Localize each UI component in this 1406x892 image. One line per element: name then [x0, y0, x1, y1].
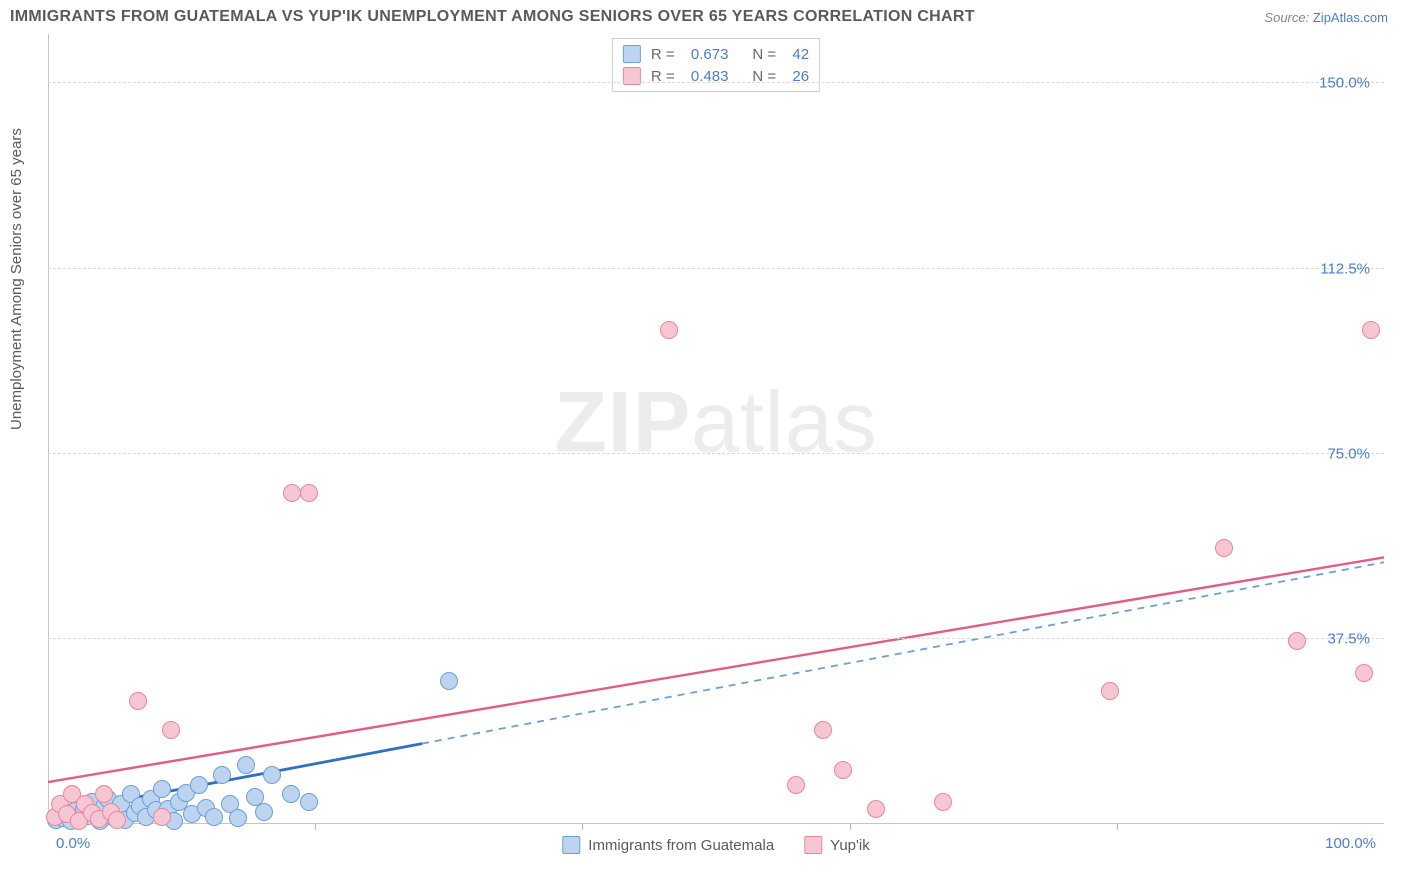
data-point-series-0 — [440, 672, 458, 690]
data-point-series-1 — [1288, 632, 1306, 650]
data-point-series-1 — [834, 761, 852, 779]
swatch-series-0 — [623, 45, 641, 63]
legend-item-1: Yup'ik — [804, 836, 870, 854]
correlation-legend: R = 0.673 N = 42 R = 0.483 N = 26 — [612, 38, 820, 92]
watermark-rest: atlas — [691, 375, 878, 471]
source-link[interactable]: ZipAtlas.com — [1313, 10, 1388, 25]
x-origin-label: 0.0% — [56, 835, 90, 852]
data-point-series-1 — [108, 811, 126, 829]
data-point-series-1 — [867, 800, 885, 818]
y-axis-line — [48, 34, 49, 824]
y-tick-label: 150.0% — [1319, 75, 1370, 92]
r-value-0: 0.673 — [691, 46, 729, 63]
x-tick — [315, 824, 316, 830]
y-tick-label: 37.5% — [1327, 630, 1370, 647]
x-tick — [850, 824, 851, 830]
data-point-series-0 — [282, 785, 300, 803]
data-point-series-1 — [1362, 321, 1380, 339]
watermark: ZIPatlas — [554, 374, 877, 473]
data-point-series-0 — [263, 766, 281, 784]
series-legend: Immigrants from Guatemala Yup'ik — [562, 836, 869, 854]
scatter-plot-area: ZIPatlas R = 0.673 N = 42 R = 0.483 N = … — [48, 34, 1384, 824]
legend-label-1: Yup'ik — [830, 837, 870, 854]
data-point-series-1 — [814, 721, 832, 739]
gridline-h — [48, 268, 1384, 269]
legend-label-0: Immigrants from Guatemala — [588, 837, 774, 854]
r-label: R = — [651, 46, 681, 63]
data-point-series-0 — [229, 809, 247, 827]
legend-row-series-0: R = 0.673 N = 42 — [623, 43, 809, 65]
data-point-series-0 — [255, 803, 273, 821]
n-value-0: 42 — [792, 46, 809, 63]
trend-line — [422, 562, 1384, 743]
swatch-icon — [562, 836, 580, 854]
chart-title: IMMIGRANTS FROM GUATEMALA VS YUP'IK UNEM… — [10, 8, 975, 26]
source-label: Source: — [1264, 10, 1309, 25]
trend-line — [48, 557, 1384, 782]
x-axis-line — [48, 823, 1384, 824]
data-point-series-1 — [300, 484, 318, 502]
data-point-series-1 — [1215, 539, 1233, 557]
x-tick — [1117, 824, 1118, 830]
x-max-label: 100.0% — [1325, 835, 1376, 852]
source-attribution: Source: ZipAtlas.com — [1264, 10, 1388, 25]
data-point-series-1 — [153, 808, 171, 826]
legend-row-series-1: R = 0.483 N = 26 — [623, 65, 809, 87]
data-point-series-1 — [1101, 682, 1119, 700]
y-tick-label: 75.0% — [1327, 445, 1370, 462]
data-point-series-1 — [934, 793, 952, 811]
data-point-series-0 — [237, 756, 255, 774]
trend-lines — [48, 34, 1384, 824]
y-tick-label: 112.5% — [1320, 260, 1370, 277]
data-point-series-1 — [162, 721, 180, 739]
data-point-series-1 — [95, 785, 113, 803]
gridline-h — [48, 638, 1384, 639]
data-point-series-1 — [787, 776, 805, 794]
gridline-h — [48, 453, 1384, 454]
watermark-bold: ZIP — [554, 375, 691, 471]
data-point-series-1 — [1355, 664, 1373, 682]
data-point-series-0 — [300, 793, 318, 811]
gridline-h — [48, 82, 1384, 83]
n-label: N = — [752, 46, 782, 63]
data-point-series-0 — [213, 766, 231, 784]
data-point-series-0 — [205, 808, 223, 826]
data-point-series-0 — [153, 780, 171, 798]
data-point-series-1 — [660, 321, 678, 339]
y-axis-label: Unemployment Among Seniors over 65 years — [8, 128, 25, 430]
data-point-series-1 — [129, 692, 147, 710]
data-point-series-0 — [190, 776, 208, 794]
legend-item-0: Immigrants from Guatemala — [562, 836, 774, 854]
swatch-icon — [804, 836, 822, 854]
x-tick — [582, 824, 583, 830]
